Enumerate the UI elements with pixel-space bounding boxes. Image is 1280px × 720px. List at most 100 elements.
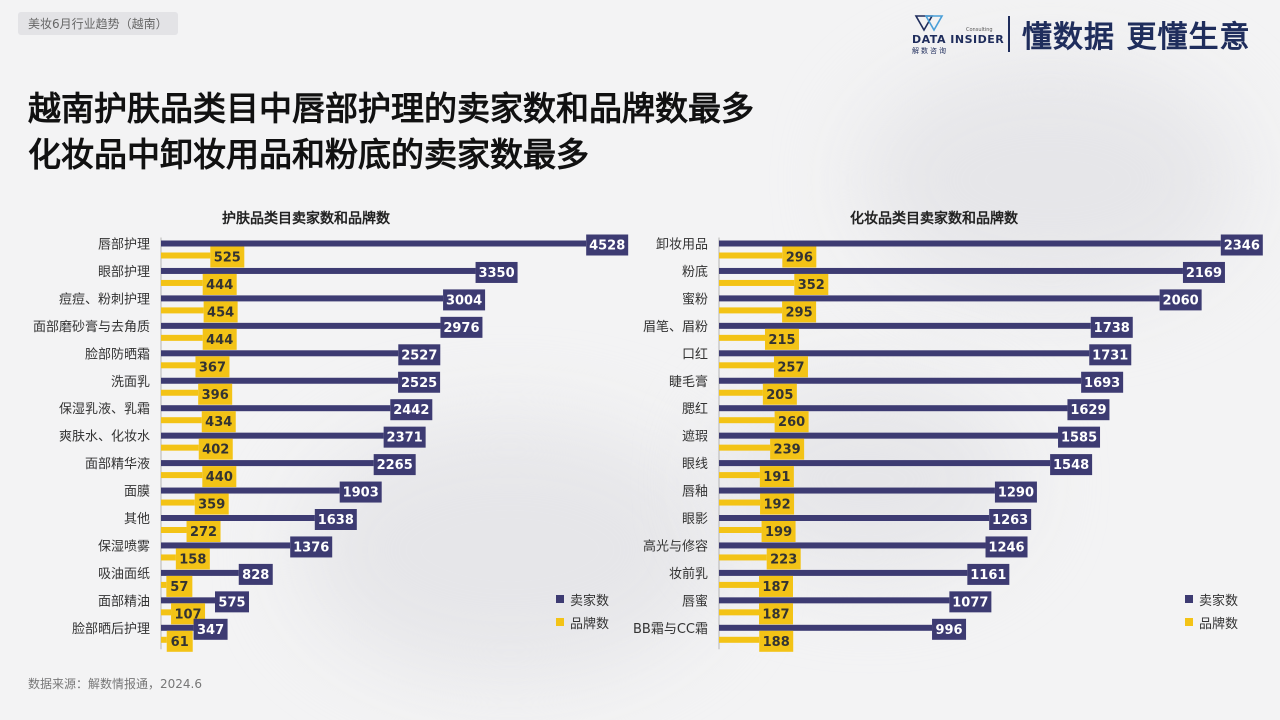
seller-value-box: [1081, 371, 1124, 393]
brand-value-label: 402: [202, 443, 229, 458]
seller-value-box: [339, 481, 382, 503]
seller-bar: [161, 405, 391, 412]
seller-bar: [161, 267, 476, 274]
brand-value-box: [774, 411, 809, 433]
legend-label-seller: 卖家数: [1199, 593, 1239, 609]
seller-bar: [719, 267, 1183, 274]
brand-value-label: 444: [206, 278, 233, 293]
chart-title-makeup: 化妆品类目卖家数和品牌数: [850, 211, 1018, 227]
seller-value-box: [1058, 426, 1101, 448]
seller-value-label: 3004: [446, 293, 482, 308]
brand-value-box: [202, 466, 237, 488]
seller-bar: [719, 542, 986, 549]
brand-bar: [719, 609, 759, 616]
brand-value-label: 239: [774, 443, 801, 458]
seller-value-label: 2371: [387, 431, 423, 446]
brand-bar: [719, 362, 774, 369]
category-label: 面部精油: [98, 594, 150, 609]
seller-value-box: [1090, 316, 1133, 338]
brand-value-label: 107: [174, 607, 201, 622]
seller-value-box: [994, 481, 1037, 503]
brand-value-box: [194, 493, 229, 515]
category-label: 唇釉: [682, 485, 708, 500]
category-label: 蜜粉: [682, 292, 708, 307]
seller-value-label: 1903: [343, 486, 379, 501]
category-label: 洗面乳: [111, 375, 150, 390]
background-texture: [860, 60, 1240, 300]
seller-value-label: 1638: [318, 513, 354, 528]
category-label: 爽肤水、化妆水: [59, 430, 150, 445]
seller-bar: [719, 377, 1082, 384]
seller-value-label: 996: [935, 623, 962, 638]
brand-bar: [161, 499, 195, 506]
seller-value-label: 1161: [970, 568, 1006, 583]
seller-bar: [719, 460, 1051, 467]
seller-value-box: [290, 536, 333, 558]
brand-value-box: [794, 273, 829, 295]
brand-value-label: 158: [179, 552, 206, 567]
category-label: 眼部护理: [98, 265, 150, 280]
header-divider: [1008, 16, 1010, 52]
brand-bar: [719, 444, 771, 451]
seller-bar: [161, 569, 239, 576]
brand-value-box: [166, 575, 193, 597]
seller-bar: [161, 322, 441, 329]
category-label: 眼影: [682, 512, 708, 527]
brand-bar: [161, 252, 211, 259]
brand-value-box: [759, 630, 794, 652]
seller-value-label: 1738: [1094, 321, 1130, 336]
seller-value-label: 1290: [998, 486, 1034, 501]
seller-value-label: 347: [197, 623, 224, 638]
title-line-2: 化妆品中卸妆用品和粉底的卖家数最多: [28, 135, 589, 174]
category-label: 面膜: [124, 485, 150, 500]
brand-bar: [719, 472, 760, 479]
brand-bar: [161, 554, 176, 561]
brand-value-label: 525: [214, 251, 241, 266]
brand-value-label: 192: [763, 498, 790, 513]
seller-bar: [161, 432, 384, 439]
seller-value-label: 2976: [443, 321, 479, 336]
seller-value-label: 2265: [377, 458, 413, 473]
brand-value-box: [166, 630, 193, 652]
brand-value-box: [758, 575, 793, 597]
legend-swatch-seller: [1185, 595, 1193, 603]
category-label: 痘痘、粉刺护理: [59, 292, 150, 307]
seller-value-box: [985, 536, 1028, 558]
brand-value-box: [764, 328, 799, 350]
brand-value-box: [759, 466, 794, 488]
brand-value-label: 215: [768, 333, 795, 348]
legend-makeup: 卖家数 品牌数: [1185, 589, 1238, 635]
seller-value-label: 2527: [401, 348, 437, 363]
brand-bar: [161, 472, 203, 479]
seller-bar: [719, 432, 1059, 439]
seller-value-box: [1089, 344, 1132, 366]
seller-value-box: [949, 591, 992, 613]
seller-bar: [719, 350, 1090, 357]
category-label: 唇部护理: [98, 238, 150, 253]
legend-label-seller: 卖家数: [570, 593, 610, 609]
category-label: 粉底: [682, 264, 708, 280]
data-insider-logo-icon: [914, 15, 944, 32]
brand-value-label: 444: [206, 333, 233, 348]
category-label: 腮红: [682, 401, 708, 417]
brand-bar: [719, 307, 783, 314]
brand-bar: [719, 581, 759, 588]
seller-value-label: 1731: [1092, 348, 1128, 363]
brand-value-label: 205: [766, 388, 793, 403]
brand-bar: [719, 417, 775, 424]
brand-bar: [719, 389, 763, 396]
brand-bar: [719, 636, 760, 643]
brand-value-box: [782, 246, 817, 268]
brand-value-label: 440: [206, 470, 233, 485]
brand-value-label: 191: [763, 470, 790, 485]
brand-value-label: 454: [207, 305, 234, 320]
brand-bar: [161, 609, 172, 616]
seller-value-box: [314, 509, 357, 530]
category-label: 其他: [124, 512, 150, 527]
brand-bar: [161, 389, 199, 396]
brand-value-box: [758, 603, 793, 625]
legend-swatch-seller: [556, 595, 564, 603]
chart-title-skincare: 护肤品类目卖家数和品牌数: [222, 211, 390, 227]
category-label: 唇蜜: [682, 594, 708, 609]
seller-value-box: [398, 371, 441, 393]
